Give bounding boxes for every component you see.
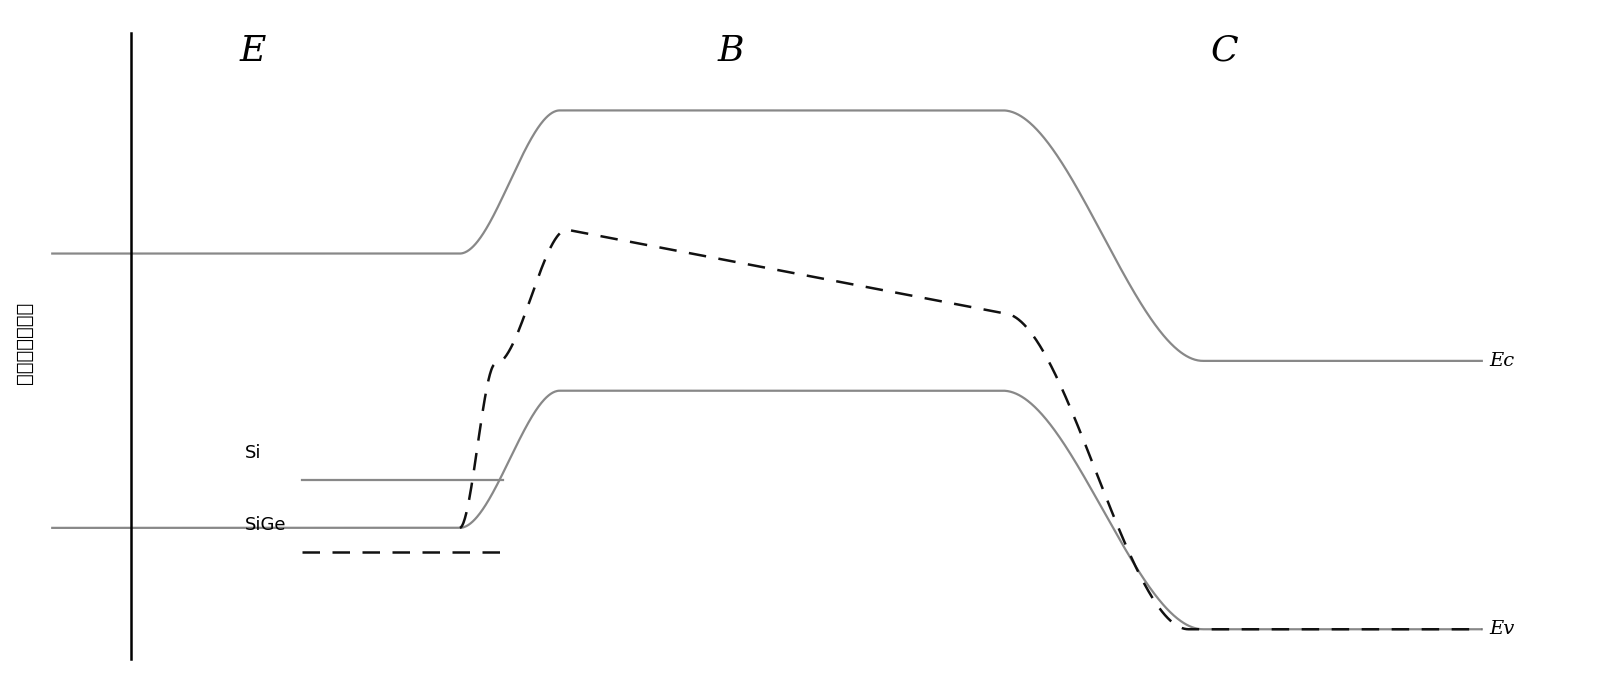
Text: Ev: Ev — [1489, 620, 1514, 638]
Text: Si: Si — [245, 445, 261, 462]
Text: Ec: Ec — [1489, 352, 1514, 370]
Text: E: E — [239, 34, 266, 68]
Text: C: C — [1211, 34, 1238, 68]
Text: SiGe: SiGe — [245, 516, 287, 534]
Y-axis label: 能量（电子伏）: 能量（电子伏） — [14, 302, 34, 384]
Text: B: B — [719, 34, 744, 68]
